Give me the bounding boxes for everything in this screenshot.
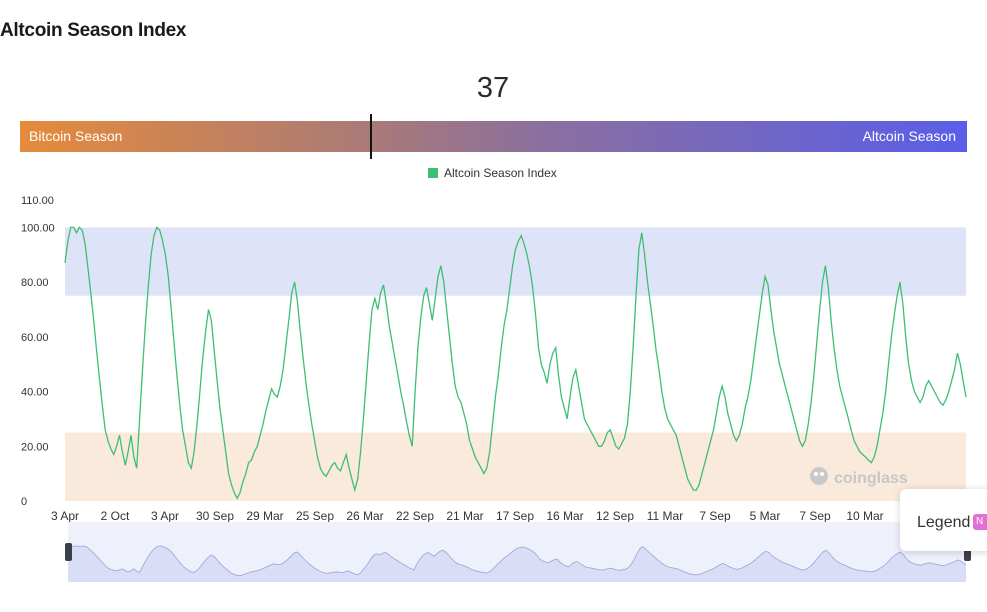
watermark-text: coinglass — [834, 470, 908, 487]
y-axis: 0 20.00 40.00 60.00 80.00 100.00 110.00 — [21, 195, 55, 508]
x-tick-label: 21 Mar — [446, 509, 483, 523]
y-tick-label: 60.00 — [21, 332, 49, 344]
season-gradient-bar: Bitcoin Season Altcoin Season — [20, 114, 967, 159]
x-tick-label: 17 Sep — [496, 509, 534, 523]
navigator-left-handle[interactable] — [65, 543, 72, 561]
y-tick-label: 110.00 — [21, 195, 54, 207]
bitcoin-season-band — [65, 432, 966, 501]
x-tick-label: 10 Mar — [846, 509, 883, 523]
x-tick-label: 5 Mar — [750, 509, 781, 523]
x-tick-label: 29 Mar — [246, 509, 283, 523]
legend-popup-label: Legend — [917, 514, 971, 531]
x-tick-label: 3 Apr — [51, 509, 79, 523]
current-value-marker — [370, 114, 373, 159]
y-tick-label: 20.00 — [21, 441, 49, 453]
y-tick-label: 100.00 — [21, 222, 55, 234]
coinglass-logo-icon — [810, 467, 828, 485]
legend-swatch-icon — [428, 168, 438, 178]
legend-new-badge: N — [973, 514, 987, 530]
current-index-value: 37 — [476, 72, 510, 104]
y-tick-label: 0 — [21, 496, 27, 508]
legend-popup[interactable]: Legend N — [900, 489, 987, 551]
x-tick-label: 22 Sep — [396, 509, 434, 523]
y-tick-label: 80.00 — [21, 277, 49, 289]
altcoin-season-index-line — [64, 226, 967, 500]
x-tick-label: 7 Sep — [799, 509, 831, 523]
y-tick-label: 40.00 — [21, 387, 49, 399]
legend-series-label: Altcoin Season Index — [444, 166, 557, 180]
x-tick-label: 30 Sep — [196, 509, 234, 523]
x-tick-label: 12 Sep — [596, 509, 634, 523]
page-title: Altcoin Season Index — [0, 20, 187, 41]
bitcoin-season-label: Bitcoin Season — [29, 128, 123, 144]
x-tick-label: 2 Oct — [101, 509, 130, 523]
x-tick-label: 11 Mar — [647, 509, 683, 523]
range-navigator[interactable] — [65, 522, 971, 582]
coinglass-watermark: coinglass — [810, 467, 908, 487]
x-tick-label: 7 Sep — [699, 509, 731, 523]
x-axis: 3 Apr 2 Oct 3 Apr 30 Sep 29 Mar 25 Sep 26 Mar 2… — [51, 509, 919, 523]
altcoin-season-band — [65, 227, 966, 296]
x-tick-label: 25 Sep — [296, 509, 334, 523]
zone-bands — [65, 227, 966, 501]
navigator-line — [67, 545, 967, 577]
x-tick-label: 3 Apr — [151, 509, 179, 523]
x-tick-label: 16 Mar — [546, 509, 583, 523]
series-legend-item[interactable]: Altcoin Season Index — [428, 166, 557, 180]
altcoin-season-label: Altcoin Season — [862, 128, 956, 144]
x-tick-label: 26 Mar — [346, 509, 383, 523]
altcoin-season-chart: 0 20.00 40.00 60.00 80.00 100.00 110.00 3 Apr 2… — [21, 195, 971, 582]
